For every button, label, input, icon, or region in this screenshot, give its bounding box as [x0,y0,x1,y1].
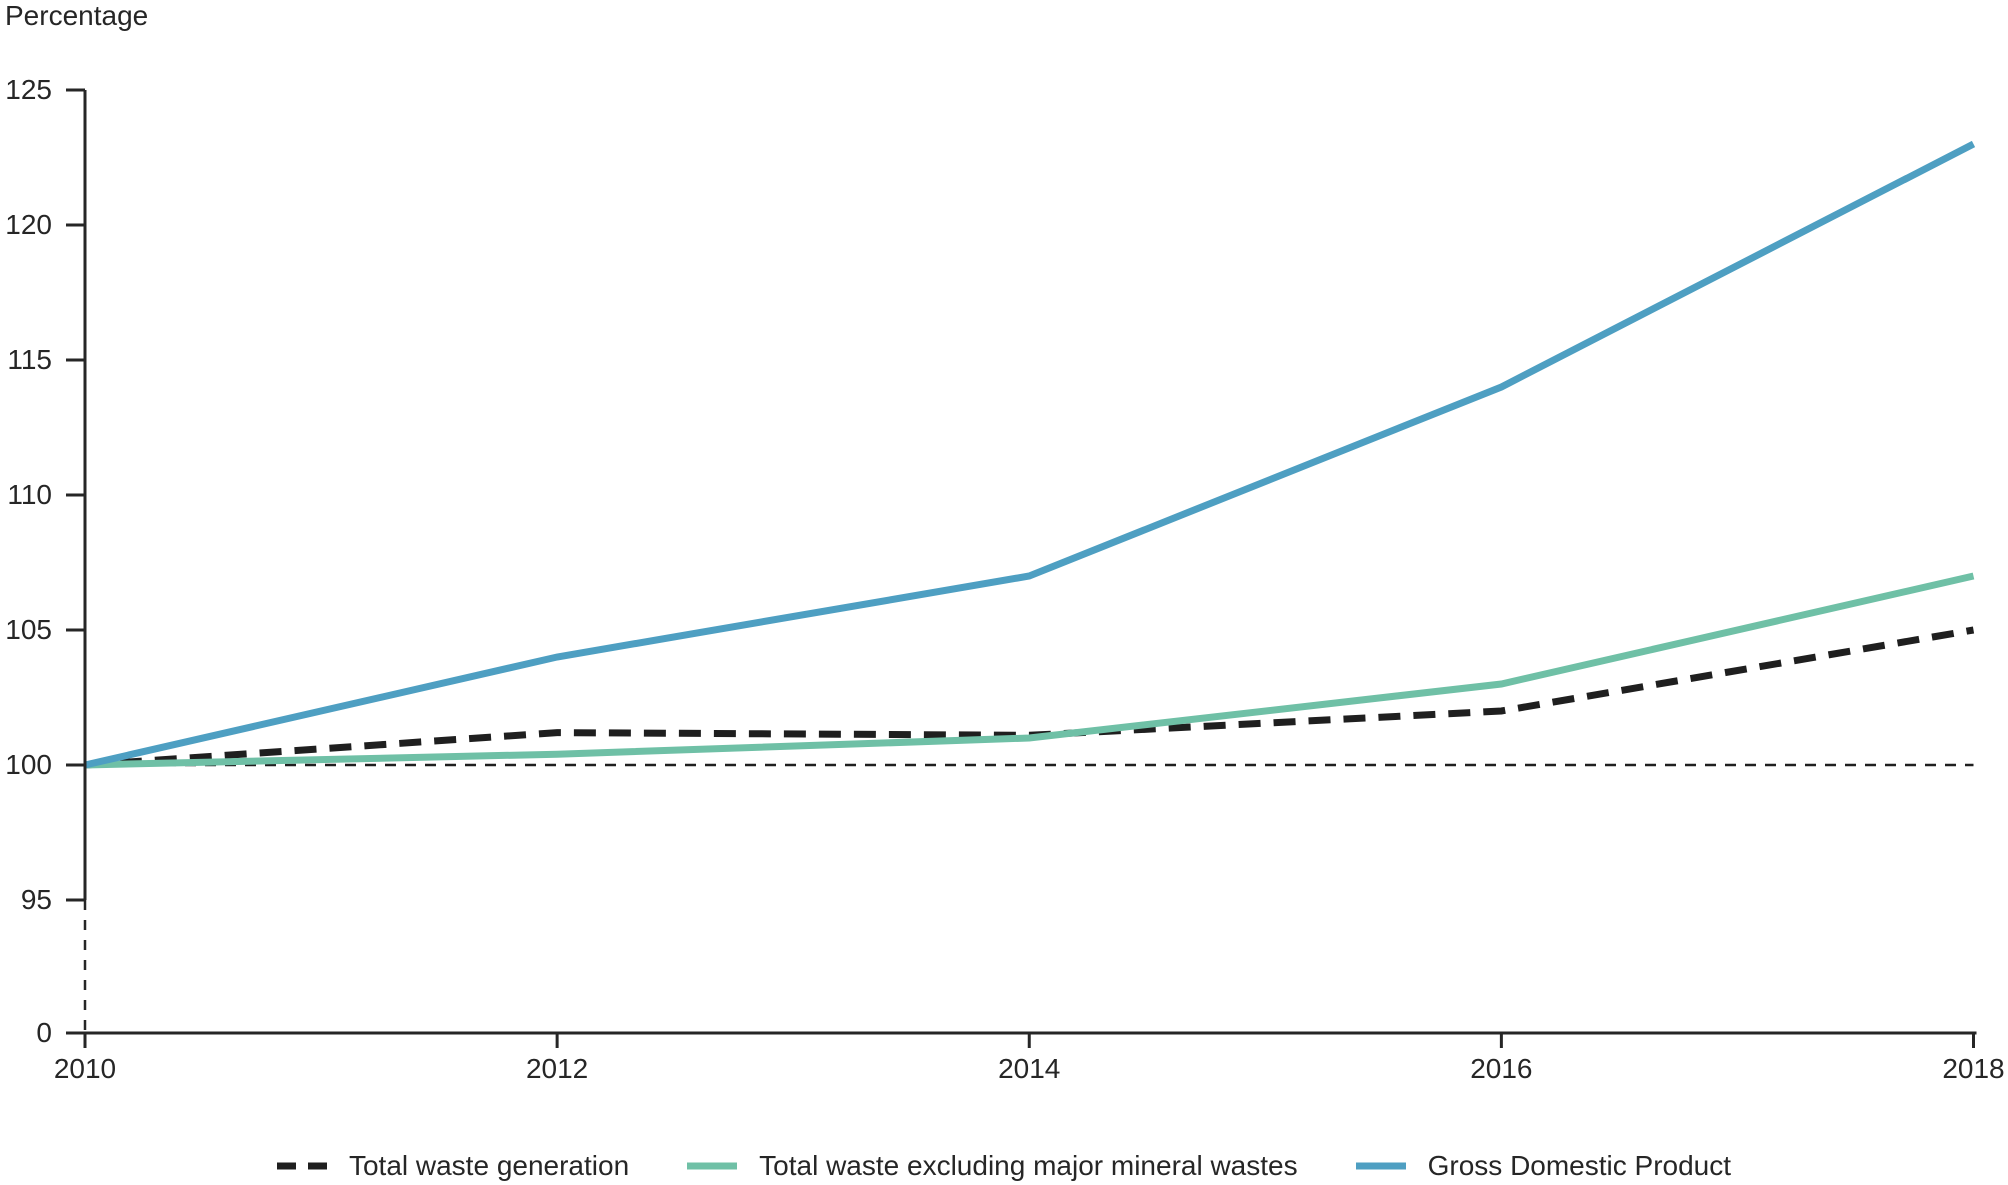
legend-item-gross-domestic-product: Gross Domestic Product [1355,1150,1732,1182]
y-tick-label: 125 [5,74,52,105]
y-axis-title: Percentage [5,0,149,31]
y-tick-label: 100 [5,749,52,780]
series-line-2 [84,140,1976,769]
x-tick-label: 2018 [1942,1053,2005,1084]
y-tick-label: 115 [7,344,52,375]
y-tick-label: 120 [5,209,52,240]
y-tick-label: 95 [20,884,52,915]
series-line-1 [84,572,1975,769]
legend-item-waste-excluding-minerals: Total waste excluding major mineral wast… [687,1150,1298,1182]
x-tick-label: 2012 [525,1053,589,1084]
y-tick-label: 110 [7,479,52,510]
dashed-line-swatch-icon [276,1162,327,1170]
legend-item-total-waste-generation: Total waste generation [276,1150,630,1182]
solid-line-swatch-icon [687,1162,738,1170]
legend-label: Gross Domestic Product [1427,1150,1732,1181]
x-tick-label: 2016 [1470,1053,1533,1084]
legend: Total waste generation Total waste exclu… [0,1134,2008,1185]
x-tick-label: 2010 [53,1053,117,1084]
solid-line-swatch-icon [1355,1162,1406,1170]
legend-label: Total waste generation [348,1150,630,1181]
x-tick-label: 2014 [998,1053,1061,1084]
legend-label: Total waste excluding major mineral wast… [759,1150,1298,1181]
y-tick-label: 0 [36,1017,52,1048]
y-tick-label: 105 [5,614,52,645]
